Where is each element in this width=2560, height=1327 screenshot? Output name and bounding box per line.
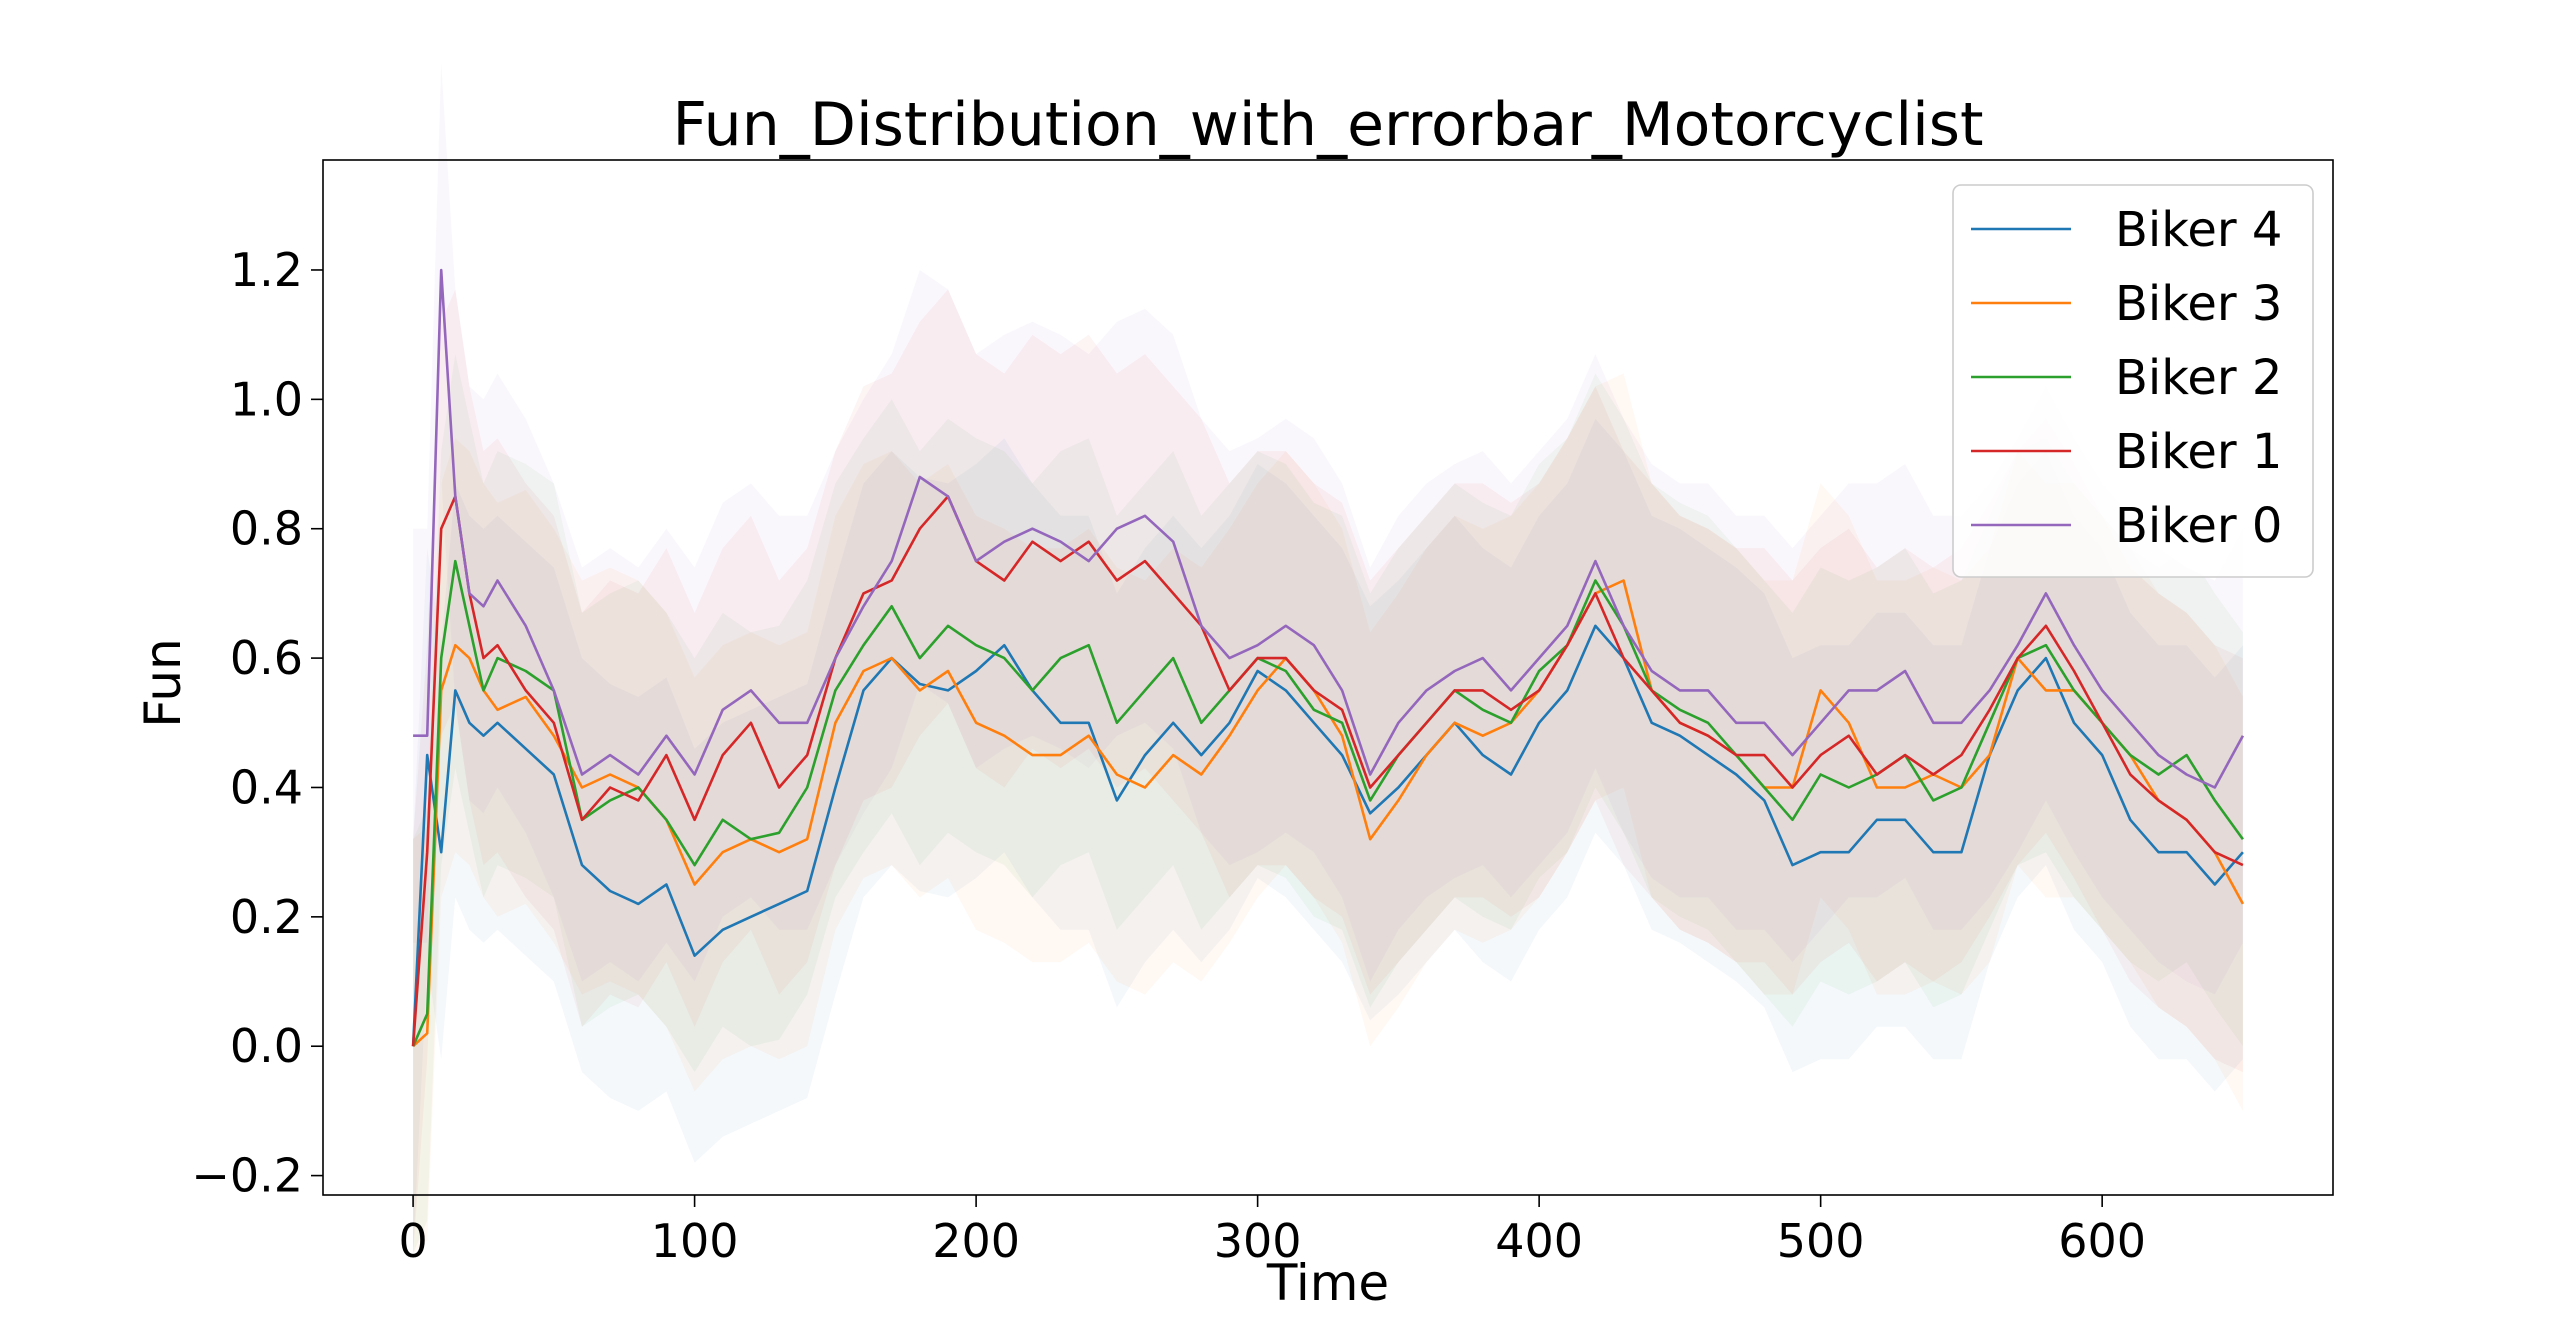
legend-entry-4: Biker 0 <box>2115 498 2282 554</box>
y-tick-label: 0.0 <box>230 1019 303 1073</box>
y-tick-label: 0.4 <box>230 760 303 814</box>
y-axis-label: Fun <box>134 638 192 727</box>
legend: Biker 4 Biker 3 Biker 2 Biker 1 Biker 0 <box>1952 184 2314 578</box>
error-band-4 <box>413 63 2243 995</box>
y-tick-label: 0.8 <box>230 502 303 556</box>
x-tick-label: 100 <box>651 1214 739 1268</box>
x-tick-label: 400 <box>1495 1214 1583 1268</box>
y-tick-label: 1.2 <box>230 243 303 297</box>
y-tick-label: −0.2 <box>191 1149 303 1203</box>
legend-entry-0: Biker 4 <box>2115 202 2282 258</box>
x-tick-label: 600 <box>2058 1214 2146 1268</box>
series-line-3 <box>411 495 2244 1047</box>
y-tick-label: 0.6 <box>230 631 303 685</box>
error-band-0 <box>413 418 2243 1254</box>
x-tick-label: 300 <box>1214 1214 1302 1268</box>
legend-entry-3: Biker 1 <box>2115 424 2282 480</box>
x-axis: 0 100 200 300 400 500 600 <box>398 1195 2146 1268</box>
error-band-2 <box>413 354 2243 1254</box>
series-lines <box>411 268 2245 1048</box>
legend-entry-1: Biker 3 <box>2115 276 2282 332</box>
series-line-0 <box>411 624 2244 1047</box>
x-axis-label: Time <box>1266 1254 1389 1312</box>
x-tick-label: 0 <box>398 1214 427 1268</box>
legend-box <box>1952 184 2314 578</box>
x-tick-label: 500 <box>1777 1214 1865 1268</box>
y-tick-label: 1.0 <box>230 372 303 426</box>
chart-title: Fun_Distribution_with_errorbar_Motorcycl… <box>672 90 1983 160</box>
x-tick-label: 200 <box>932 1214 1020 1268</box>
error-band-3 <box>413 289 2243 1254</box>
series-line-2 <box>411 559 2244 1047</box>
plot-frame <box>322 159 2334 1196</box>
y-tick-label: 0.2 <box>230 890 303 944</box>
series-line-4 <box>413 268 2245 789</box>
legend-entry-2: Biker 2 <box>2115 350 2282 406</box>
y-axis: −0.2 0.0 0.2 0.4 0.6 0.8 1.0 1.2 <box>191 243 323 1203</box>
